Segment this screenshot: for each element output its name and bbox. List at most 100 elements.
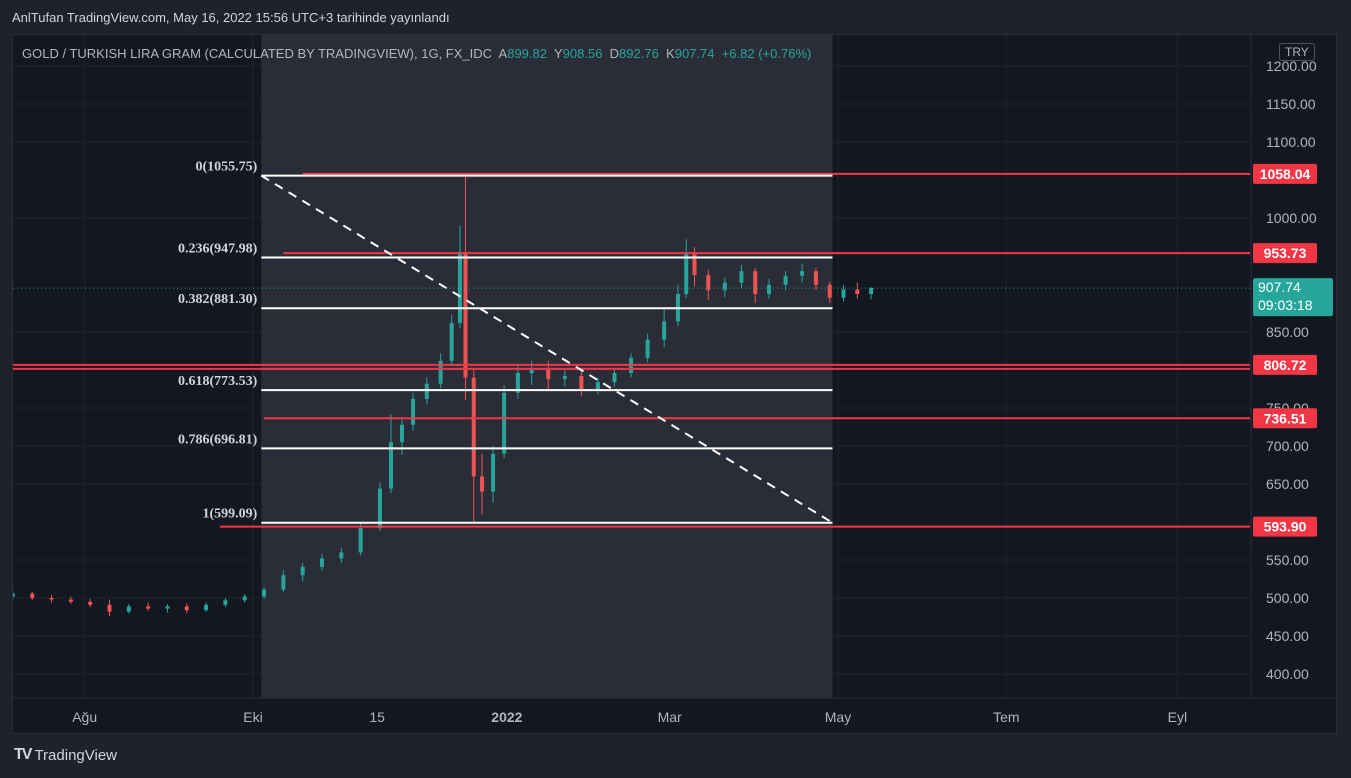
close-key: K — [666, 46, 675, 61]
price-tag-label: 953.73 — [1264, 245, 1307, 261]
fib-level-label: 0(1055.75) — [195, 160, 257, 175]
candle-body — [262, 589, 267, 597]
candle-body — [146, 606, 151, 609]
currency-badge[interactable]: TRY — [1279, 43, 1315, 61]
fib-level-label: 0.618(773.53) — [178, 374, 258, 389]
price-tag-label: 1058.04 — [1260, 166, 1311, 182]
price-tag-box — [1253, 163, 1317, 184]
candle-body — [722, 282, 727, 291]
price-axis-label: 850.00 — [1266, 324, 1309, 340]
candle-body — [706, 275, 711, 291]
change-value: +6.82 (+0.76%) — [721, 46, 812, 61]
price-tag-box — [1253, 516, 1317, 537]
candle-body — [767, 284, 772, 294]
last-price-value: 907.74 — [1258, 279, 1301, 295]
candle-body — [562, 376, 567, 380]
open-key: A — [498, 46, 508, 61]
price-tag-label: 593.90 — [1264, 519, 1307, 535]
fib-level-label: 0.382(881.30) — [178, 292, 258, 307]
candle-body — [546, 370, 551, 380]
candle-body — [827, 284, 832, 298]
candle-body — [612, 373, 617, 383]
symbol-legend[interactable]: GOLD / TURKISH LIRA GRAM (CALCULATED BY … — [22, 46, 811, 61]
candle-body — [783, 275, 788, 285]
candle-body — [242, 596, 247, 601]
last-price-tag-box — [1253, 278, 1333, 317]
candle-body — [684, 252, 689, 294]
candle-body — [358, 528, 363, 553]
candle-body — [319, 558, 324, 567]
fib-level-label: 1(599.09) — [202, 507, 257, 522]
price-tag-box — [1253, 408, 1317, 429]
candle-body — [502, 392, 507, 454]
tradingview-logo-text: TradingView — [34, 746, 117, 764]
fib-level-label: 0.236(947.98) — [178, 242, 258, 257]
candle-body — [88, 601, 93, 605]
price-tag-box — [1253, 354, 1317, 375]
candle-body — [411, 398, 416, 425]
candle-body — [800, 271, 805, 276]
high-value: 908.56 — [562, 46, 603, 61]
candles-group — [13, 173, 874, 617]
candle-body — [13, 593, 15, 597]
tradingview-logo-icon: TV — [14, 746, 33, 763]
candle-body — [165, 606, 170, 609]
candle-body — [463, 252, 468, 378]
candle-body — [339, 552, 344, 559]
price-axis-label: 1150.00 — [1266, 96, 1316, 112]
candle-body — [457, 252, 462, 323]
candle-body — [515, 373, 520, 393]
tradingview-watermark: TV TradingView — [14, 746, 117, 764]
candle-body — [579, 376, 584, 390]
price-tag-label: 806.72 — [1264, 357, 1307, 373]
candle-body — [753, 271, 758, 294]
candle-body — [49, 598, 54, 600]
published-caption: AnlTufan TradingView.com, May 16, 2022 1… — [12, 10, 450, 25]
candle-body — [449, 322, 454, 361]
price-axis-label: 700.00 — [1266, 438, 1309, 454]
time-axis-label: Eki — [243, 709, 262, 725]
candle-body — [377, 488, 382, 529]
candle-body — [471, 377, 476, 477]
candle-body — [841, 289, 846, 298]
price-axis-label: 1200.00 — [1266, 58, 1317, 74]
candle-body — [68, 599, 73, 602]
candle-body — [107, 604, 112, 612]
price-axis-label: 1100.00 — [1266, 134, 1316, 150]
candle-body — [30, 593, 35, 598]
candle-body — [869, 287, 874, 294]
candle-body — [645, 339, 650, 358]
low-key: D — [609, 46, 620, 61]
price-axis-label: 550.00 — [1266, 552, 1309, 568]
low-value: 892.76 — [619, 46, 659, 61]
time-axis-label: Eyl — [1168, 709, 1187, 725]
price-axis-label: 650.00 — [1266, 476, 1309, 492]
price-axis-label: 400.00 — [1266, 666, 1309, 682]
candle-body — [595, 382, 600, 390]
price-tag-box — [1253, 243, 1317, 264]
time-axis-label: Tem — [993, 709, 1019, 725]
fib-zone — [261, 35, 833, 698]
candle-body — [813, 271, 818, 285]
candle-body — [204, 604, 209, 611]
candle-body — [529, 370, 534, 374]
candle-body — [662, 321, 667, 340]
candle-body — [281, 575, 286, 590]
candle-body — [300, 566, 305, 576]
candle-body — [855, 289, 860, 294]
high-key: Y — [553, 46, 563, 61]
price-axis-label: 500.00 — [1266, 590, 1309, 606]
candle-body — [692, 252, 697, 275]
candle-body — [184, 606, 189, 611]
open-value: 899.82 — [507, 46, 547, 61]
time-axis-label: May — [825, 709, 851, 725]
candle-body — [126, 606, 131, 612]
candle-body — [480, 476, 485, 492]
price-tag-label: 736.51 — [1264, 410, 1307, 426]
time-axis-label: Mar — [658, 709, 682, 725]
time-axis-label: 2022 — [491, 709, 522, 725]
last-price-countdown: 09:03:18 — [1258, 297, 1313, 313]
candle-body — [491, 453, 496, 492]
price-axis-label: 1000.00 — [1266, 210, 1317, 226]
